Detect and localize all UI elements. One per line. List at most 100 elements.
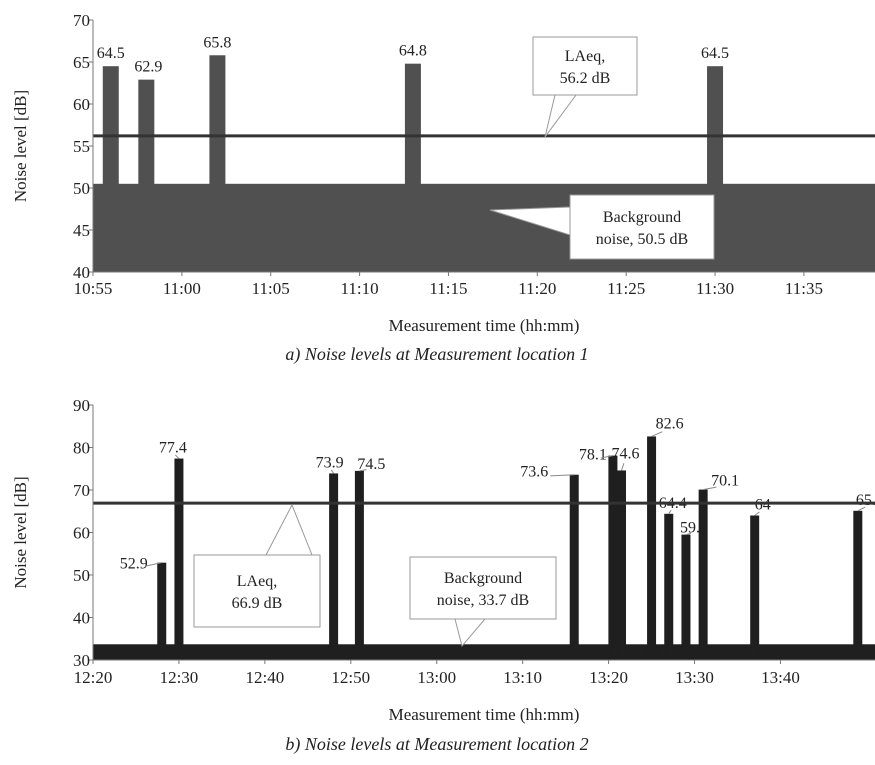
x-tick-label: 12:20 <box>74 668 113 687</box>
bar-78.1 <box>608 455 618 660</box>
x-tick-label: 12:40 <box>246 668 285 687</box>
y-tick-label: 50 <box>73 179 90 198</box>
laeq-callout: LAeq, 56.2 dB <box>532 36 638 138</box>
y-tick-label: 40 <box>73 609 90 628</box>
bar-65.8 <box>209 55 226 272</box>
bar-leader-73.9 <box>330 469 335 474</box>
laeq-callout-box <box>532 36 638 96</box>
bar-leader-77.4 <box>174 454 180 459</box>
bar-59.5 <box>681 534 691 660</box>
x-tick-label: 11:35 <box>785 279 823 298</box>
bar-label-78.1: 78.1 <box>579 447 607 464</box>
bar-leader-59.5 <box>685 532 691 536</box>
x-tick-label: 11:20 <box>518 279 556 298</box>
y-tick-label: 50 <box>73 566 90 585</box>
bar-leader-74.6 <box>621 463 625 471</box>
x-tick-label: 11:05 <box>252 279 290 298</box>
laeq-callout-box <box>193 554 321 628</box>
bar-73.9 <box>329 473 339 660</box>
x-tick-label: 12:30 <box>160 668 199 687</box>
chart-caption: b) Noise levels at Measurement location … <box>285 734 588 755</box>
y-tick-label: 45 <box>73 221 90 240</box>
bar-82.6 <box>647 436 657 660</box>
bar-64.8 <box>404 63 421 273</box>
bar-label-64: 64 <box>755 497 771 514</box>
laeq-callout: LAeq, 66.9 dB <box>193 503 321 628</box>
bar-label-62.9: 62.9 <box>134 59 162 76</box>
x-tick-label: 11:00 <box>163 279 201 298</box>
y-tick-label: 55 <box>73 137 90 156</box>
bar-label-73.9: 73.9 <box>316 454 344 471</box>
bar-leader-73.6 <box>550 474 575 477</box>
bar-label-77.4: 77.4 <box>159 440 187 457</box>
x-tick-label: 13:00 <box>417 668 456 687</box>
laeq-callout-text: LAeq, <box>237 573 277 590</box>
bar-label-74.5: 74.5 <box>357 456 385 473</box>
y-tick-label: 60 <box>73 524 90 543</box>
x-tick-label: 11:25 <box>607 279 645 298</box>
bar-74.5 <box>354 470 364 660</box>
laeq-callout-pointer <box>265 503 313 556</box>
bar-leader-78.1 <box>600 455 613 459</box>
bar-label-64.8: 64.8 <box>399 43 427 60</box>
laeq-callout-text: 66.9 dB <box>232 595 283 612</box>
background-noise-callout-text: noise, 50.5 dB <box>596 231 688 248</box>
y-tick-label: 90 <box>73 396 90 415</box>
y-tick-label: 65 <box>73 53 90 72</box>
bar-label-65.1: 65.1 <box>856 492 875 509</box>
x-tick-label: 13:40 <box>761 668 800 687</box>
y-tick-label: 80 <box>73 439 90 458</box>
x-tick-label: 13:10 <box>503 668 542 687</box>
y-tick-label: 40 <box>73 263 90 282</box>
bar-64.4 <box>664 513 674 660</box>
x-tick-label: 13:30 <box>675 668 714 687</box>
bar-leader-82.6 <box>651 431 663 437</box>
bar-label-73.6: 73.6 <box>520 464 548 481</box>
y-tick-label: 60 <box>73 95 90 114</box>
bar-leader-64.4 <box>668 509 672 515</box>
laeq-callout-text: LAeq, <box>565 48 605 65</box>
x-tick-label: 11:30 <box>696 279 734 298</box>
background-noise-area <box>93 644 875 660</box>
bar-label-74.6: 74.6 <box>611 445 639 462</box>
bar-label-70.1: 70.1 <box>711 473 739 490</box>
chart-panel-1: 64.5 62.9 65.8 64.8 64.5 40 45 50 55 60 65 70 10:55 1… <box>11 11 875 365</box>
x-tick-label: 11:15 <box>429 279 467 298</box>
background-noise-callout: Background noise, 33.7 dB <box>409 556 557 648</box>
background-noise-callout-pointer <box>489 206 571 236</box>
x-tick-label: 10:55 <box>74 279 113 298</box>
laeq-callout-pointer <box>544 94 577 138</box>
bar-64.5 <box>102 66 119 272</box>
bar-leader-65.1 <box>857 506 866 512</box>
y-axis-label: Noise level [dB] <box>11 476 30 588</box>
bar-leader-52.9 <box>144 562 162 567</box>
bar-65.1 <box>853 510 863 660</box>
bar-label-65.8: 65.8 <box>203 34 231 51</box>
background-noise-callout-pointer <box>454 618 487 648</box>
background-noise-callout-text: noise, 33.7 dB <box>437 592 529 609</box>
bar-label-52.9: 52.9 <box>120 556 148 573</box>
laeq-callout-text: 56.2 dB <box>560 70 611 87</box>
bar-leader-64 <box>754 511 760 516</box>
background-noise-callout: Background noise, 50.5 dB <box>489 194 715 260</box>
background-noise-callout-text: Background <box>603 209 681 226</box>
bar-74.6 <box>616 470 626 660</box>
bar-label-64.5: 64.5 <box>97 45 125 62</box>
bar-leader-70.1 <box>703 486 717 491</box>
x-tick-label: 13:20 <box>589 668 628 687</box>
background-noise-callout-text: Background <box>444 570 522 587</box>
chart-caption: a) Noise levels at Measurement location … <box>285 344 588 365</box>
background-noise-callout-box <box>569 194 715 260</box>
background-noise-callout-box <box>409 556 557 620</box>
x-tick-label: 11:10 <box>341 279 379 298</box>
bar-label-64.5: 64.5 <box>701 45 729 62</box>
y-tick-label: 30 <box>73 651 90 670</box>
bar-70.1 <box>698 489 708 660</box>
chart-panel-2: 52.977.473.9 74.5 73.678.1 74.682.664.459.5… <box>11 396 875 755</box>
x-axis-label: Measurement time (hh:mm) <box>389 705 580 724</box>
x-axis-label: Measurement time (hh:mm) <box>389 316 580 335</box>
bar-77.4 <box>174 458 184 660</box>
bar-62.9 <box>138 79 155 272</box>
